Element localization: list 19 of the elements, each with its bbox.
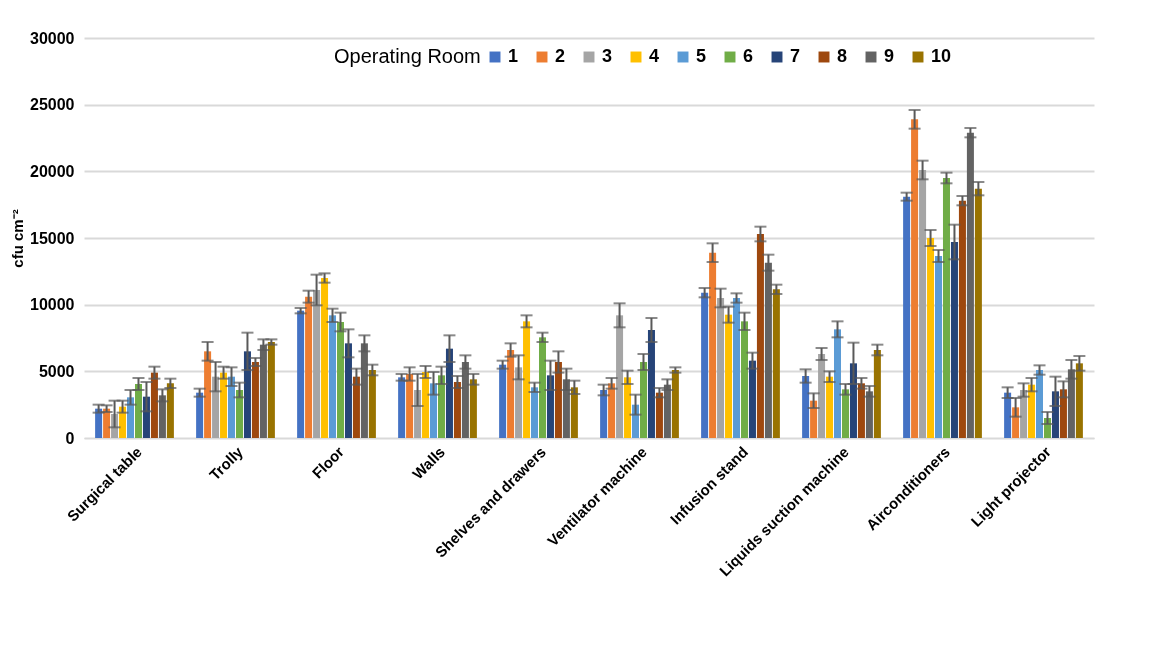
y-tick-label: 5000 bbox=[38, 362, 75, 380]
legend-label: 5 bbox=[696, 46, 707, 66]
legend-label: 8 bbox=[837, 46, 848, 66]
legend-label: 7 bbox=[790, 46, 801, 66]
legend-label: 2 bbox=[555, 46, 566, 66]
y-tick-label: 20000 bbox=[30, 162, 75, 180]
y-tick-label: 25000 bbox=[30, 96, 75, 114]
legend-label: 1 bbox=[508, 46, 519, 66]
legend-label: 10 bbox=[931, 46, 952, 66]
y-tick-label: 30000 bbox=[30, 29, 75, 47]
legend-label: 3 bbox=[602, 46, 613, 66]
y-tick-label: 10000 bbox=[30, 296, 75, 314]
y-axis-title: cfu cm⁻² bbox=[9, 209, 27, 268]
legend-label: 6 bbox=[743, 46, 754, 66]
legend-label: 9 bbox=[884, 46, 895, 66]
y-tick-label: 15000 bbox=[30, 229, 75, 247]
legend-title: Operating Room bbox=[334, 45, 481, 67]
legend-label: 4 bbox=[649, 46, 660, 66]
y-tick-label: 0 bbox=[65, 429, 75, 447]
